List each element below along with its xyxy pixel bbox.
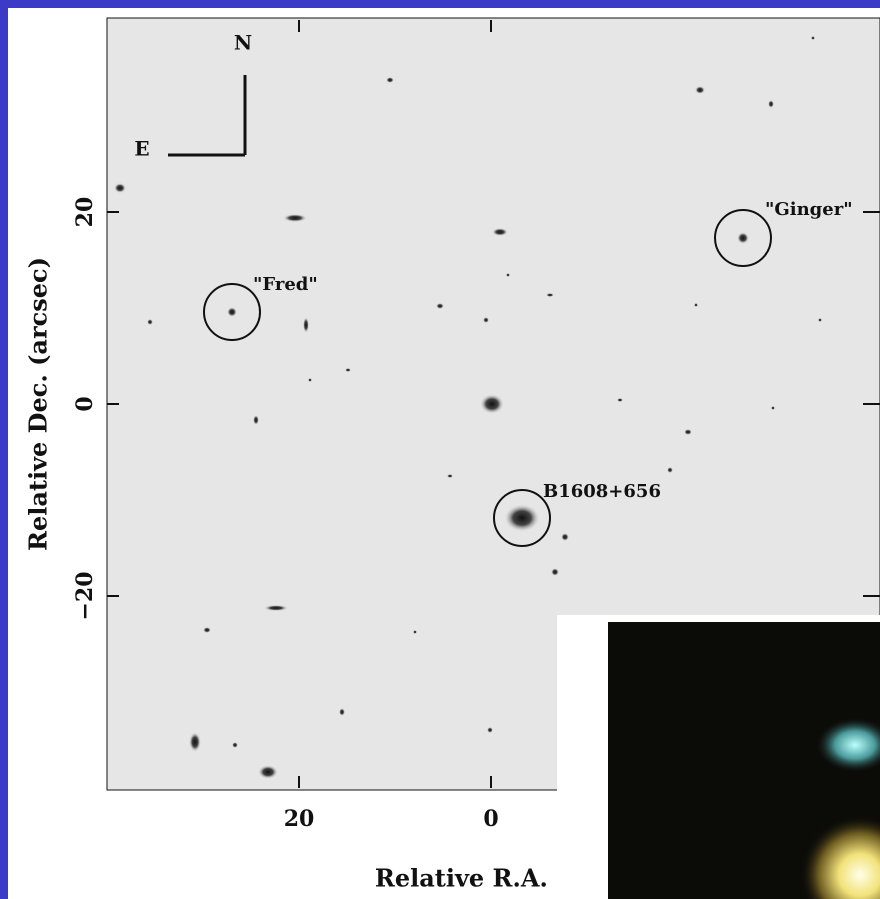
source: [487, 727, 493, 733]
source: [561, 533, 569, 541]
source: [413, 630, 417, 634]
source: [480, 394, 504, 414]
source: [339, 708, 345, 716]
source: [695, 86, 705, 94]
page: N E Relative R.A. (arcsec) Relative Dec.…: [0, 0, 880, 899]
x-tick-label: 0: [483, 806, 498, 832]
annotation: B1608+656: [543, 481, 661, 502]
source: [504, 504, 540, 532]
chart: N E Relative R.A. (arcsec) Relative Dec.…: [0, 0, 880, 899]
source: [492, 228, 508, 236]
source: [232, 742, 238, 748]
source: [447, 474, 453, 478]
annotation: "Fred": [253, 274, 318, 295]
source: [147, 319, 153, 325]
source: [694, 303, 698, 307]
source: [768, 100, 774, 108]
source: [667, 467, 673, 473]
source: [386, 77, 394, 83]
y-tick-label: 0: [72, 396, 98, 411]
source: [483, 317, 489, 323]
source: [617, 398, 623, 402]
compass-east: E: [134, 137, 149, 161]
source: [253, 415, 259, 425]
source: [258, 765, 278, 779]
source: [818, 318, 822, 322]
y-axis-label: Relative Dec. (arcsec): [24, 257, 53, 551]
compass-north: N: [234, 31, 252, 55]
source: [203, 627, 211, 633]
x-tick-label: 20: [284, 806, 315, 832]
source: [308, 378, 312, 382]
source: [684, 429, 692, 435]
source: [506, 273, 510, 277]
source: [114, 183, 126, 193]
source: [551, 568, 559, 576]
inset: [557, 615, 880, 899]
y-tick-label: −20: [72, 571, 98, 620]
source: [303, 317, 309, 333]
y-tick-label: 20: [72, 197, 98, 228]
source: [811, 36, 815, 40]
source: [189, 732, 201, 752]
source: [283, 214, 307, 222]
annotation: "Ginger": [765, 199, 853, 220]
source: [546, 293, 554, 297]
source: [264, 605, 288, 611]
source: [227, 307, 237, 317]
source: [436, 303, 444, 309]
source: [345, 368, 351, 372]
source: [771, 406, 775, 410]
source: [737, 232, 749, 244]
